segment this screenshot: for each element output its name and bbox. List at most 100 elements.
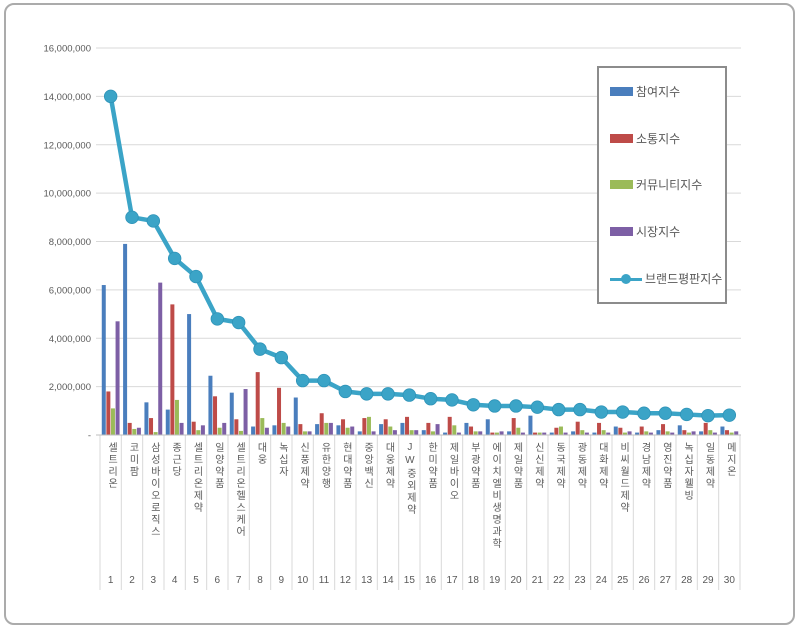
line-marker (594, 405, 609, 419)
legend-dot-icon (621, 273, 631, 284)
line-marker (530, 400, 545, 414)
bar-소통지수 (426, 422, 431, 435)
line-marker (103, 89, 118, 104)
rank-label: 13 (361, 575, 373, 586)
bar-참여지수 (528, 415, 533, 435)
category-label: 일동제약 (703, 442, 714, 490)
y-axis-tick-label: - (88, 431, 91, 442)
category-label: 셀트리온제약 (191, 442, 202, 514)
y-axis-tick-label: 8,000,000 (49, 237, 91, 248)
legend-label: 커뮤니티지수 (636, 178, 703, 193)
category-label: 종근당 (169, 442, 181, 478)
legend-entry: 시장지수 (599, 223, 725, 240)
category-label: 영진약품 (660, 442, 672, 490)
bar-커뮤니티지수 (665, 431, 670, 435)
bar-시장지수 (435, 424, 440, 435)
legend: 참여지수 소통지수 커뮤니티지수 시장지수 브랜드평판지수 (597, 66, 727, 304)
bar-소통지수 (319, 413, 324, 435)
category-label: 에이치엘비생명과학 (489, 442, 501, 550)
category-label: 대화제약 (596, 442, 608, 490)
legend-swatch-icon (610, 227, 633, 237)
line-marker (573, 402, 587, 417)
bar-참여지수 (187, 314, 192, 435)
bar-참여지수 (251, 426, 256, 435)
bar-시장지수 (563, 432, 568, 435)
category-label: 제일바이오 (447, 442, 458, 502)
bar-참여지수 (592, 432, 597, 435)
category-label: 신풍제약 (297, 442, 309, 490)
bar-소통지수 (277, 387, 282, 435)
line-marker (317, 373, 331, 388)
line-marker (125, 210, 139, 225)
bar-소통지수 (341, 419, 346, 435)
bar-소통지수 (618, 427, 623, 435)
bar-커뮤니티지수 (132, 428, 137, 435)
bar-소통지수 (191, 421, 196, 435)
rank-label: 4 (172, 575, 178, 586)
bar-시장지수 (670, 432, 675, 435)
line-marker (615, 405, 630, 419)
bar-소통지수 (597, 422, 602, 435)
bar-참여지수 (507, 431, 512, 435)
line-marker (167, 251, 182, 266)
line-marker (338, 384, 353, 399)
rank-label: 27 (660, 575, 672, 586)
rank-label: 30 (724, 575, 736, 586)
bar-참여지수 (400, 422, 405, 435)
bar-커뮤니티지수 (260, 418, 265, 435)
bar-커뮤니티지수 (494, 432, 499, 435)
category-label: 대웅 (255, 442, 266, 466)
bar-참여지수 (485, 419, 490, 435)
category-label: 녹십자웰빙 (681, 442, 693, 502)
line-marker (402, 388, 417, 402)
line-marker (445, 393, 459, 407)
rank-label: 20 (510, 575, 522, 586)
bar-시장지수 (648, 432, 653, 435)
rank-label: 16 (425, 575, 437, 586)
rank-label: 5 (193, 575, 199, 586)
line-marker (466, 398, 481, 412)
legend-entry: 커뮤니티지수 (599, 176, 725, 193)
bar-참여지수 (677, 425, 682, 435)
y-axis-tick-label: 16,000,000 (43, 44, 91, 55)
bar-참여지수 (315, 424, 320, 435)
category-label: 중앙백신 (361, 442, 373, 490)
bar-시장지수 (584, 432, 589, 435)
bar-시장지수 (328, 422, 333, 435)
legend-entry: 브랜드평판지수 (599, 270, 725, 287)
rank-label: 2 (129, 575, 135, 586)
bar-참여지수 (571, 431, 576, 435)
category-label: 경남제약 (639, 442, 650, 490)
bar-참여지수 (144, 402, 149, 435)
bar-참여지수 (464, 422, 469, 435)
bar-커뮤니티지수 (345, 427, 350, 435)
line-marker (551, 402, 566, 417)
line-marker (274, 350, 289, 365)
bar-커뮤니티지수 (217, 427, 222, 435)
rank-label: 12 (340, 575, 352, 586)
rank-label: 18 (468, 575, 480, 586)
rank-label: 19 (489, 575, 501, 586)
bar-소통지수 (511, 418, 516, 435)
bar-소통지수 (490, 432, 495, 435)
bar-참여지수 (720, 426, 725, 435)
bar-소통지수 (639, 426, 644, 435)
bar-시장지수 (264, 427, 269, 435)
bar-참여지수 (613, 426, 618, 435)
bar-소통지수 (703, 422, 708, 435)
legend-label: 시장지수 (636, 225, 681, 240)
bar-시장지수 (392, 430, 397, 435)
legend-swatch-icon (610, 133, 633, 143)
rank-label: 11 (319, 575, 330, 586)
bar-소통지수 (127, 422, 132, 435)
bar-소통지수 (234, 419, 239, 435)
bar-소통지수 (575, 421, 580, 435)
rank-label: 9 (279, 575, 285, 586)
bar-참여지수 (229, 392, 234, 435)
category-label: 부광약품 (468, 442, 480, 490)
rank-label: 7 (236, 575, 242, 586)
bar-커뮤니티지수 (729, 432, 734, 435)
bar-시장지수 (712, 432, 717, 435)
